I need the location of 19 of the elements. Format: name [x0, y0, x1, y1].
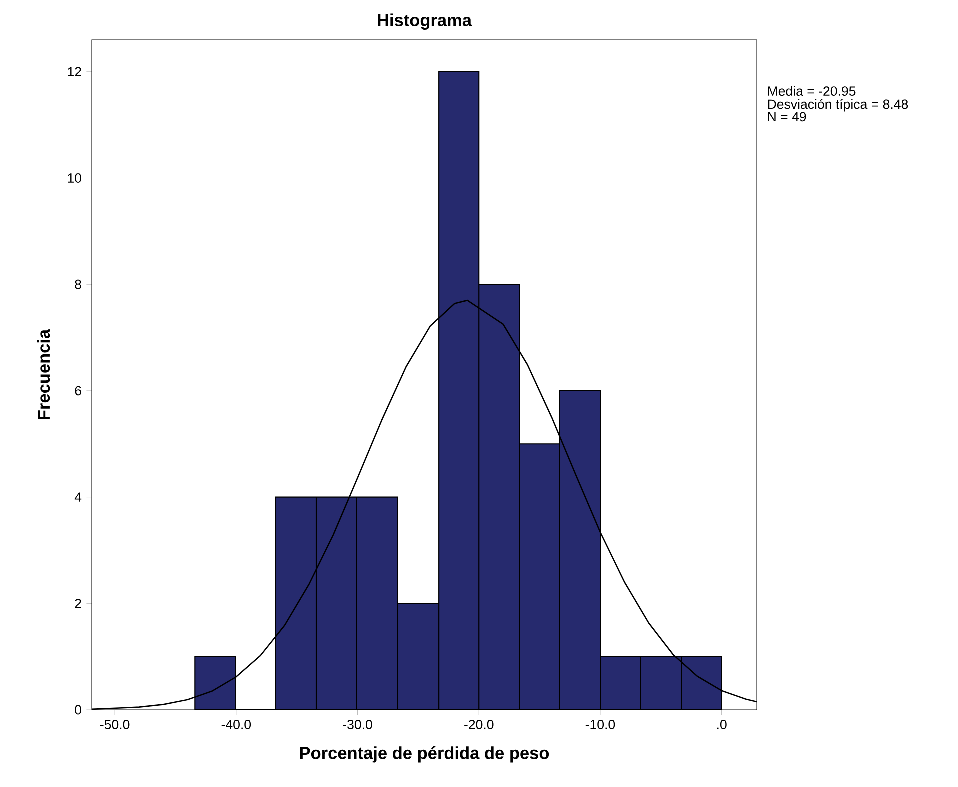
x-tick-label: -20.0 [464, 720, 494, 730]
text: N = 49 [768, 112, 806, 122]
x-tick-label: -30.0 [343, 720, 372, 730]
chart-title: Histograma [378, 14, 472, 30]
x-tick-label: -50.0 [100, 720, 130, 730]
y-tick-label: 4 [74, 492, 82, 502]
x-tick-label: -10.0 [586, 720, 616, 730]
y-tick-label: 0 [75, 705, 82, 715]
x-tick-label: .0 [717, 720, 727, 730]
y-tick-label: 6 [75, 386, 82, 396]
y-axis-title: Frecuencia [37, 329, 50, 420]
x-axis-title: Porcentaje de pérdida de peso [300, 746, 550, 763]
text: Desviación típica = 8.48 [768, 99, 908, 112]
text: Media = -20.95 [768, 86, 856, 96]
y-tick-label: 12 [68, 67, 82, 77]
y-tick-label: 8 [75, 280, 82, 290]
y-tick-label: 10 [68, 174, 82, 183]
x-tick-label: -40.0 [222, 720, 252, 730]
y-tick-label: 2 [75, 599, 82, 608]
